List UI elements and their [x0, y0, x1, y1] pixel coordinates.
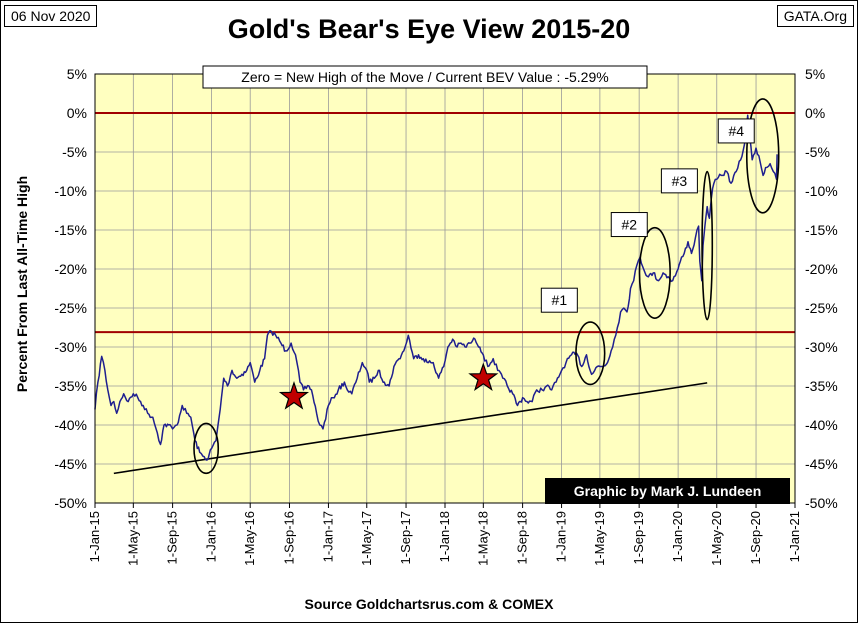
y-tick-label: -5%	[62, 144, 87, 160]
y-tick-label: -30%	[805, 339, 838, 355]
y-tick-label: -45%	[805, 456, 838, 472]
star-marker	[278, 381, 310, 410]
y-tick-label: -20%	[54, 261, 87, 277]
star-markers	[278, 362, 499, 410]
site-label: GATA.Org	[776, 5, 854, 27]
x-tick-label: 1-Sep-17	[398, 511, 413, 564]
y-tick-label: -25%	[54, 300, 87, 316]
highlight-ellipse	[701, 170, 714, 321]
x-tick-label: 1-Jan-17	[320, 511, 335, 562]
x-tick-label: 1-May-19	[592, 511, 607, 566]
number-label-box	[610, 212, 648, 238]
date-label: 06 Nov 2020	[4, 5, 98, 27]
x-tick-label: 1-Sep-20	[748, 511, 763, 564]
x-tick-label: 1-Jan-21	[787, 511, 802, 562]
x-tick-label: 1-Sep-19	[631, 511, 646, 564]
x-tick-label: 1-Jan-15	[87, 511, 102, 562]
y-tick-label: -35%	[805, 378, 838, 394]
y-tick-label: -50%	[54, 495, 87, 511]
x-tick-label: 1-May-16	[242, 511, 257, 566]
star-marker	[468, 362, 499, 391]
series-line	[94, 114, 778, 461]
trend-line	[113, 382, 708, 475]
y-tick-label: -15%	[54, 222, 87, 238]
x-tick-label: 1-May-18	[475, 511, 490, 566]
y-tick-label: -20%	[805, 261, 838, 277]
y-tick-label: -50%	[805, 495, 838, 511]
y-tick-labels-right: 5% 0% -5% -10% -15% -20% -25% -30% -35% -40% -45% -…	[805, 66, 838, 511]
y-tick-label: -10%	[805, 183, 838, 199]
annotation-text: Zero = New High of the Move / Current BE…	[241, 69, 608, 85]
credit-text: Graphic by Mark J. Lundeen	[574, 483, 762, 499]
x-tick-label: 1-Sep-18	[515, 511, 530, 564]
x-tick-label: 1-Jan-18	[437, 511, 452, 562]
x-tick-labels: 1-Jan-15 1-May-15 1-Sep-15 1-Jan-16 1-May-16…	[87, 511, 802, 566]
highlight-ellipse	[638, 226, 671, 319]
y-tick-label: -40%	[805, 417, 838, 433]
x-tick-label: 1-Jan-19	[554, 511, 569, 562]
highlight-ellipses	[193, 98, 780, 475]
x-tick-label: 1-May-20	[709, 511, 724, 566]
y-tick-label: -45%	[54, 456, 87, 472]
number-label-box	[540, 287, 578, 313]
y-tick-label: -15%	[805, 222, 838, 238]
y-tick-label: -25%	[805, 300, 838, 316]
chart-title: Gold's Bear's Eye View 2015-20	[227, 14, 631, 44]
highlight-ellipse	[745, 98, 780, 214]
number-labels: #1 #2 #3 #4	[540, 118, 755, 313]
y-tick-label: 5%	[67, 66, 87, 82]
annotation-box: Zero = New High of the Move / Current BE…	[202, 65, 648, 89]
x-tick-label: 1-May-17	[359, 511, 374, 566]
highlight-ellipse	[575, 321, 606, 386]
x-tick-label: 1-May-15	[125, 511, 140, 566]
x-tick-label: 1-Sep-15	[165, 511, 180, 564]
y-tick-label: -10%	[54, 183, 87, 199]
number-label: #4	[728, 123, 744, 139]
y-tick-label: -35%	[54, 378, 87, 394]
y-tick-label: -5%	[805, 144, 830, 160]
x-tick-label: 1-Jan-20	[670, 511, 685, 562]
y-tick-label: 0%	[67, 105, 87, 121]
number-label-box	[660, 168, 698, 194]
number-label: #3	[672, 173, 688, 189]
y-tick-label: 5%	[805, 66, 825, 82]
number-label: #2	[621, 217, 637, 233]
credit-box: Graphic by Mark J. Lundeen	[545, 478, 790, 504]
source-label: Source Goldchartsrus.com & COMEX	[304, 596, 554, 612]
y-tick-label: -40%	[54, 417, 87, 433]
y-tick-label: -30%	[54, 339, 87, 355]
highlight-ellipse	[193, 422, 220, 475]
reference-lines	[95, 112, 795, 334]
y-tick-label: 0%	[805, 105, 825, 121]
number-label-box	[717, 118, 755, 144]
x-tick-label: 1-Jan-16	[204, 511, 219, 562]
x-tick-label: 1-Sep-16	[281, 511, 296, 564]
y-tick-labels-left: 5% 0% -5% -10% -15% -20% -25% -30% -35% -40% -45% -…	[54, 66, 87, 511]
number-label: #1	[552, 292, 568, 308]
